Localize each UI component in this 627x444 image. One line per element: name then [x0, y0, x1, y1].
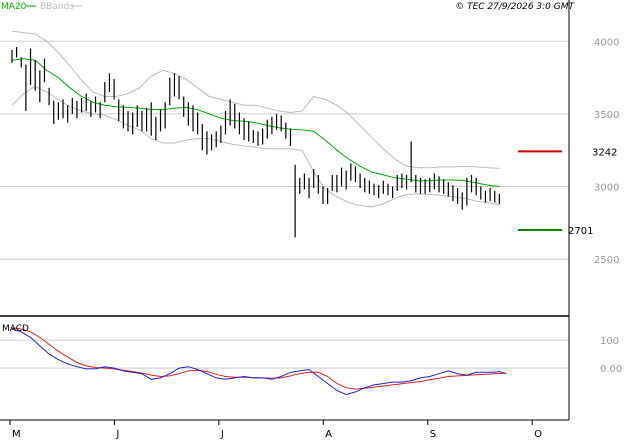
- macd-y-axis-labels: 100 0.00: [600, 336, 622, 375]
- bbands-upper-line: [11, 30, 500, 169]
- macd-y-tick-label: 100: [600, 336, 619, 347]
- x-axis-month-label: S: [430, 429, 436, 440]
- price-bars: [11, 47, 500, 238]
- price-panel: 4000 3500 3000 2500 3242 2701: [0, 30, 619, 266]
- bbands-lower-line: [11, 85, 500, 208]
- x-axis-month-label: M: [12, 429, 21, 440]
- macd-title: MACD: [2, 324, 29, 334]
- macd-panel: 100 0.00 MACD: [0, 324, 622, 396]
- price-y-tick-label: 3000: [594, 183, 619, 194]
- x-axis-month-label: A: [325, 429, 332, 440]
- resistance-label: 3242: [592, 147, 617, 158]
- price-y-tick-label: 3500: [594, 110, 619, 121]
- macd-line: [11, 328, 507, 396]
- x-axis-month-label: J: [220, 429, 224, 440]
- macd-y-tick-label: 0.00: [600, 364, 622, 375]
- legend-bbands-label: BBands: [40, 2, 74, 12]
- price-y-tick-label: 2500: [594, 255, 619, 266]
- price-y-axis-labels: 4000 3500 3000 2500: [594, 37, 619, 266]
- legend-ma20-label: MA20: [1, 2, 27, 12]
- price-y-tick-label: 4000: [594, 37, 619, 48]
- chart-legend: MA20 BBands © TEC 27/9/2026 3:0 GMT: [1, 2, 576, 12]
- macd-gridlines: [0, 339, 569, 369]
- copyright-text: © TEC 27/9/2026 3:0 GMT: [455, 2, 575, 12]
- x-axis-month-label: J: [115, 429, 119, 440]
- support-label: 2701: [568, 226, 593, 237]
- x-axis-month-label: O: [534, 429, 542, 440]
- ma20-line: [11, 58, 500, 187]
